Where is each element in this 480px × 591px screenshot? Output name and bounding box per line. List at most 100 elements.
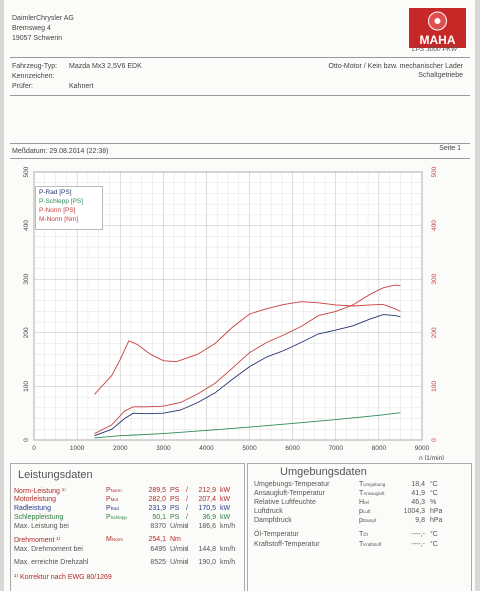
x-axis-label: n [1/min] <box>419 455 444 460</box>
leistung-symbol-sub: Schlepp <box>110 515 127 520</box>
maha-logo: MAHA <box>409 8 466 48</box>
leistung-label: Radleistung <box>14 505 51 512</box>
y-tick-label-right: 300 <box>431 273 438 284</box>
y-tick-label-right: 0 <box>431 438 438 442</box>
leistung-symbol-sub: Norm <box>111 537 123 542</box>
address-line: 19057 Schwerin <box>12 35 63 42</box>
address-line: DaimlerChrysler AG <box>12 15 74 22</box>
y-tick-label-right: 200 <box>431 327 438 338</box>
chart-series <box>94 284 401 439</box>
leistung-unit-1: PS <box>170 514 180 521</box>
legend-entry-p-rad: P-Rad [PS] <box>39 189 72 196</box>
legend-entry-p-norm: P-Norm [PS] <box>39 207 76 214</box>
leistung-title: Leistungsdaten <box>18 469 93 481</box>
divider <box>10 95 470 96</box>
umgebung-title: Umgebungsdaten <box>280 466 367 478</box>
leistung-unit-2: kW <box>220 487 231 494</box>
leistung-label: Motorleistung <box>14 496 57 503</box>
umgebung-label: Ansaugluft-Temperatur <box>254 490 325 497</box>
umgebung-panel <box>247 463 472 591</box>
leistung-unit-2: kW <box>220 505 231 512</box>
leistung-unit-2: km/h <box>220 523 236 530</box>
y-tick-label-left: 400 <box>23 220 30 231</box>
umgebung-label: Luftdruck <box>254 508 283 515</box>
umgebung-label: Umgebungs-Temperatur <box>254 481 330 488</box>
leistung-unit-1: U/min <box>170 559 189 566</box>
umgebung-symbol: pLuft <box>359 508 371 515</box>
leistung-symbol: MNorm <box>106 536 123 543</box>
leistung-sep: / <box>186 505 188 512</box>
plate-label: Kennzeichen: <box>12 73 55 80</box>
engine-info: Otto-Motor / Kein bzw. mechanischer Lade… <box>328 62 463 80</box>
y-tick-label-right: 500 <box>431 166 438 177</box>
x-tick-label: 0 <box>32 445 36 452</box>
leistung-sep: / <box>186 546 188 553</box>
umgebung-symbol-sub: Umgebung <box>363 482 386 487</box>
leistung-symbol: PSchlepp <box>106 514 127 521</box>
vehicle-type-label: Fahrzeug-Typ: <box>12 63 58 70</box>
leistung-symbol: PMot <box>106 496 119 503</box>
y-tick-label-left: 100 <box>23 381 30 392</box>
page-number: Seite 1 <box>439 145 461 152</box>
umgebung-unit: °C <box>430 490 438 497</box>
series-line-3 <box>94 301 401 395</box>
leistung-value-1: 50,1 <box>152 514 166 521</box>
leistung-sep: / <box>186 514 188 521</box>
y-tick-label-left: 0 <box>23 438 30 442</box>
leistung-value-2: 144,8 <box>198 546 216 553</box>
leistung-unit-2: km/h <box>220 546 236 553</box>
divider <box>10 158 470 159</box>
series-line-1 <box>94 412 401 439</box>
umgebung-symbol: TUmgebung <box>359 481 386 488</box>
umgebung-value: ----,- <box>411 531 425 538</box>
leistung-symbol-sub: Norm <box>110 488 122 493</box>
umgebung-unit: hPa <box>430 508 443 515</box>
leistung-unit-1: U/min <box>170 523 189 530</box>
leistung-value-1: 6495 <box>150 546 166 553</box>
umgebung-value: 1004,3 <box>403 508 425 515</box>
company-address: DaimlerChrysler AG Bremsweg 4 19057 Schw… <box>12 14 74 44</box>
leistung-value-1: 231,9 <box>148 505 166 512</box>
leistung-symbol: PNorm <box>106 487 122 494</box>
x-tick-label: 1000 <box>70 445 85 452</box>
chart-legend: P-Rad [PS] P-Schlepp [PS] P-Norm [PS] M-… <box>35 186 103 230</box>
legend-entry-m-norm: M-Norm [Nm] <box>39 216 78 223</box>
x-tick-label: 4000 <box>199 445 214 452</box>
leistung-label: Drehmoment ¹⁾ <box>14 537 61 544</box>
leistung-unit-1: Nm <box>170 536 181 543</box>
leistung-value-2: 190,0 <box>198 559 216 566</box>
umgebung-value: 18,4 <box>411 481 425 488</box>
leistung-label: Schleppleistung <box>14 514 64 521</box>
leistung-value-2: 186,6 <box>198 523 216 530</box>
leistung-value-2: 207,4 <box>198 496 216 503</box>
umgebung-value: 41,9 <box>411 490 425 497</box>
leistung-panel <box>10 463 245 591</box>
umgebung-symbol-sub: Kraftstoff <box>363 542 382 547</box>
leistung-value-2: 36,9 <box>202 514 216 521</box>
y-tick-label-right: 400 <box>431 220 438 231</box>
x-tick-label: 5000 <box>242 445 257 452</box>
y-tick-label-left: 500 <box>23 166 30 177</box>
umgebung-label: Kraftstoff-Temperatur <box>254 541 320 548</box>
leistung-symbol-sub: Rad <box>110 506 119 511</box>
umgebung-value: 46,3 <box>411 499 425 506</box>
leistung-unit-1: PS <box>170 487 180 494</box>
gearbox-type: Schaltgetriebe <box>418 72 463 79</box>
umgebung-symbol-sub: rel <box>364 500 370 505</box>
umgebung-unit: % <box>430 499 437 506</box>
umgebung-symbol-sub: Dampf <box>362 518 377 523</box>
series-line-2 <box>94 284 401 435</box>
umgebung-unit: °C <box>430 541 438 548</box>
umgebung-symbol-sub: Öl <box>363 532 368 537</box>
divider <box>10 143 470 144</box>
leistung-unit-1: PS <box>170 505 180 512</box>
y-tick-label-right: 100 <box>431 381 438 392</box>
vehicle-type-value: Mazda Mx3 2,5V6 EDK <box>69 63 142 70</box>
leistung-unit-2: km/h <box>220 559 236 566</box>
y-tick-label-left: 300 <box>23 273 30 284</box>
leistung-value-1: 289,5 <box>148 487 166 494</box>
umgebung-unit: hPa <box>430 517 443 524</box>
umgebung-symbol: pDampf <box>359 517 377 524</box>
umgebung-value: 9,8 <box>415 517 425 524</box>
leistung-sep: / <box>186 496 188 503</box>
